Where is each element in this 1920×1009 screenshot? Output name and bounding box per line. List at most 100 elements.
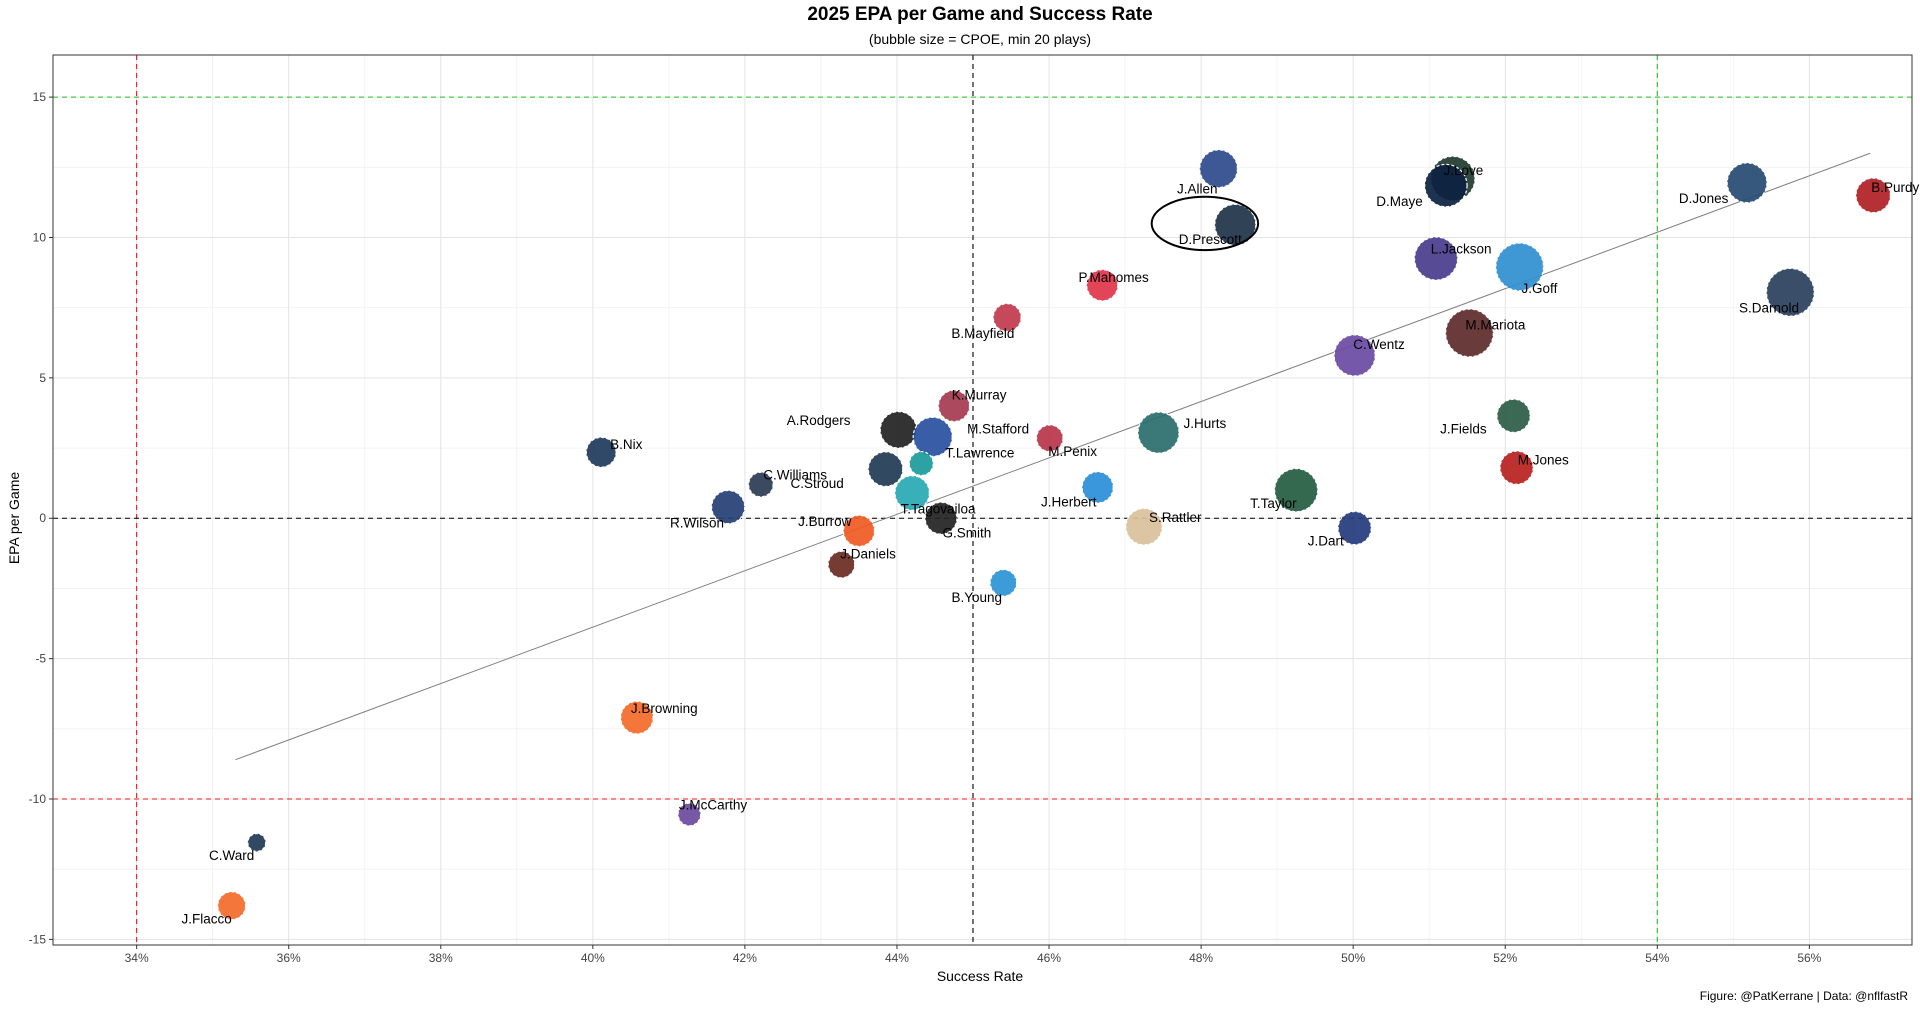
bubble (1337, 510, 1372, 546)
point-label: J.Fields (1440, 421, 1487, 436)
bubble (924, 501, 958, 535)
x-tick-label: 50% (1341, 951, 1365, 965)
trend-line (235, 152, 1871, 761)
point-label: C.Ward (209, 848, 254, 863)
point-label: J.McCarthy (679, 798, 748, 813)
point-label: J.Burrow (798, 514, 852, 529)
reference-lines (53, 55, 1912, 945)
point-label: B.Young (952, 590, 1003, 605)
bubble (1274, 468, 1319, 513)
point-label: B.Purdy (1871, 180, 1919, 195)
point-label: K.Murray (952, 388, 1007, 403)
bubble (1081, 471, 1114, 504)
bubble (1199, 149, 1239, 189)
point-label: M.Jones (1518, 452, 1569, 467)
chart-caption: Figure: @PatKerrane | Data: @nflfastR (1699, 989, 1908, 1003)
x-axis-title: Success Rate (937, 968, 1024, 984)
point-label: C.Wentz (1353, 337, 1405, 352)
bubble (908, 450, 934, 477)
point-label: M.Mariota (1465, 318, 1526, 333)
point-label: J.Herbert (1041, 494, 1097, 509)
bubble (867, 451, 904, 487)
y-tick-label: 5 (39, 371, 46, 385)
y-tick-label: -5 (35, 652, 46, 666)
chart-subtitle: (bubble size = CPOE, min 20 plays) (868, 31, 1092, 47)
bubble (585, 436, 617, 468)
point-label: J.Goff (1522, 281, 1558, 296)
point-label: M.Stafford (967, 421, 1029, 436)
x-tick-label: 40% (581, 951, 605, 965)
bubble (748, 471, 774, 498)
data-points (217, 149, 1892, 921)
x-tick-label: 56% (1797, 951, 1821, 965)
bubble (1726, 162, 1768, 204)
x-tick-label: 46% (1037, 951, 1061, 965)
bubble (1424, 163, 1468, 208)
point-label: T.Taylor (1250, 496, 1297, 511)
y-axis-title: EPA per Game (6, 472, 22, 565)
chart-title: 2025 EPA per Game and Success Rate (807, 4, 1153, 25)
point-label: J.Browning (631, 701, 698, 716)
point-label: J.Dart (1308, 534, 1344, 549)
bubble (1125, 507, 1163, 546)
y-tick-label: 10 (33, 230, 47, 244)
bubble (1035, 424, 1064, 453)
point-label: B.Nix (610, 437, 643, 452)
x-tick-label: 42% (733, 951, 757, 965)
point-label: D.Jones (1679, 191, 1729, 206)
point-label: J.Allen (1177, 181, 1218, 196)
x-tick-label: 54% (1645, 951, 1669, 965)
x-tick-label: 44% (885, 951, 909, 965)
point-label: S.Rattler (1149, 510, 1202, 525)
point-label: C.Stroud (790, 476, 843, 491)
point-label: G.Smith (943, 525, 992, 540)
point-label: S.Darnold (1739, 301, 1799, 316)
axes: 34% 36% 38% 40% 42% 44% 46% 48% 50% 52% 54% 56% -15 -… (29, 54, 1913, 965)
grid-lines (53, 55, 1912, 945)
x-tick-label: 48% (1189, 951, 1213, 965)
y-tick-label: 15 (33, 90, 47, 104)
bubble (1495, 242, 1545, 292)
point-label: J.Flacco (181, 911, 231, 926)
bubble (989, 568, 1018, 597)
point-label: C.Williams (763, 468, 827, 483)
bubble (912, 416, 953, 457)
point-label: D.Prescott (1179, 232, 1242, 247)
y-tick-label: -15 (29, 932, 47, 946)
bubble (1499, 450, 1534, 485)
point-label: D.Maye (1376, 194, 1423, 209)
bubble (1137, 411, 1180, 454)
highlight-ellipse (1150, 195, 1260, 252)
y-tick-label: -10 (29, 792, 47, 806)
bubble (677, 802, 702, 827)
bubble (992, 303, 1022, 333)
point-label: T.Tagovailoa (900, 501, 976, 516)
point-label: J.Hurts (1184, 416, 1227, 431)
bubble (879, 411, 918, 449)
plot-border (52, 54, 1913, 946)
bubble (247, 832, 267, 853)
point-label: P.Mahomes (1079, 270, 1150, 285)
x-tick-label: 36% (277, 951, 301, 965)
bubble (1445, 308, 1494, 358)
point-label: J.Daniels (840, 546, 896, 561)
point-label: T.Lawrence (945, 445, 1014, 460)
x-tick-label: 38% (429, 951, 453, 965)
bubble (1765, 267, 1815, 317)
trend-line-segment (235, 152, 1871, 761)
bubble (1855, 177, 1892, 214)
point-label: L.Jackson (1431, 242, 1492, 257)
bubble (1333, 334, 1376, 377)
x-tick-label: 34% (125, 951, 149, 965)
point-label: M.Penix (1048, 444, 1097, 459)
x-tick-label: 52% (1493, 951, 1517, 965)
bubble (842, 514, 876, 548)
point-label: J.Love (1444, 163, 1484, 178)
bubble (217, 891, 247, 921)
bubble (827, 550, 856, 579)
bubble (620, 700, 654, 735)
point-label: B.Mayfield (951, 326, 1014, 341)
bubble (1086, 269, 1119, 302)
bubble (937, 389, 971, 423)
